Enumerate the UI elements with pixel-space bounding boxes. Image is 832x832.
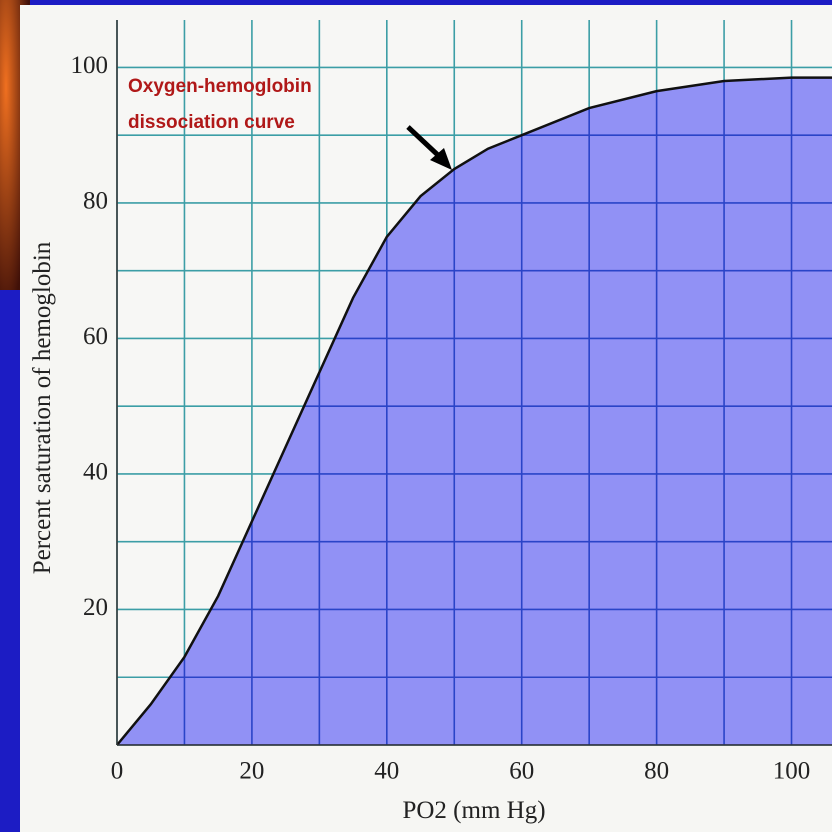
x-axis-label: PO2 (mm Hg): [402, 797, 545, 824]
x-tick-label: 20: [239, 758, 264, 785]
arrow-head: [430, 148, 452, 170]
area: [117, 77, 832, 746]
x-tick-label: 0: [111, 758, 124, 785]
x-tick-label: 60: [509, 758, 534, 785]
curve: [116, 76, 832, 746]
y-axis-label: Percent saturation of hemoglobin: [29, 241, 56, 574]
plot-area: [116, 20, 832, 746]
y-tick-label: 40: [83, 459, 108, 486]
x-tick-label: 80: [644, 758, 669, 785]
annotation: Oxygen-hemoglobin: [128, 76, 312, 97]
y-tick-label: 60: [83, 323, 108, 350]
x-tick-label: 100: [773, 758, 811, 785]
y-tick-label: 100: [71, 52, 109, 79]
x-tick-label: 40: [374, 758, 399, 785]
y-tick-label: 20: [83, 594, 108, 621]
annotation-arrow: [406, 125, 442, 159]
annotation: dissociation curve: [128, 112, 295, 133]
y-tick-label: 80: [83, 188, 108, 215]
